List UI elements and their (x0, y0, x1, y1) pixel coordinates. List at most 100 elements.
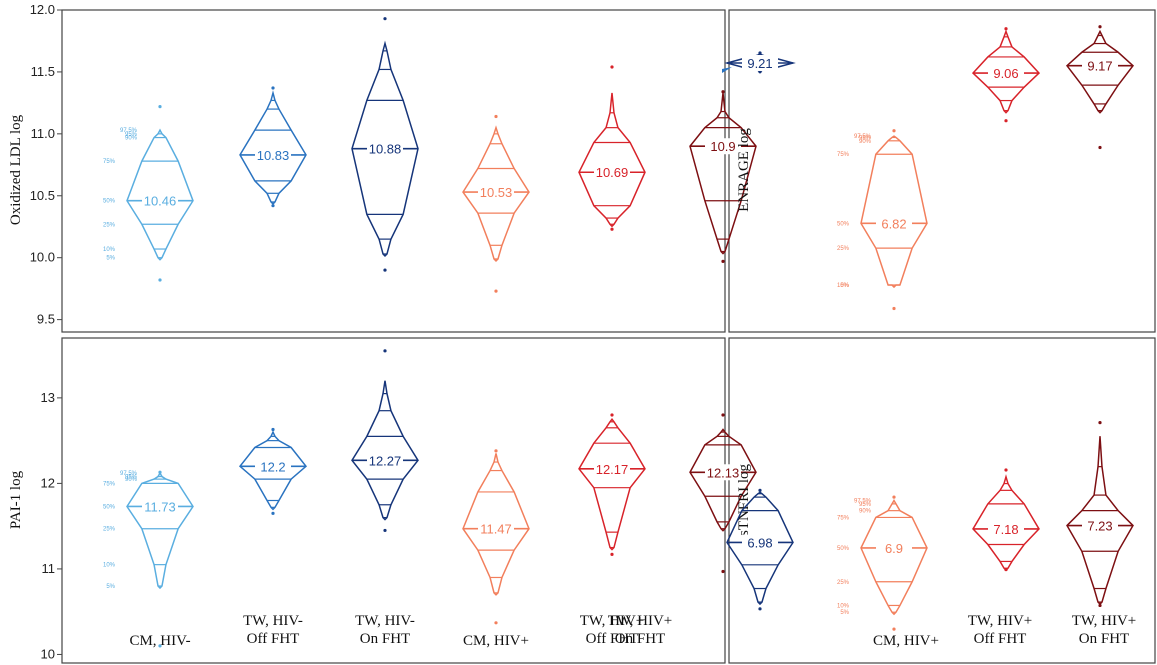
quantile-diamond: 6.9 97.5%95%90% 75% 50% 25% 10%5% (837, 495, 928, 631)
quantile-diamond: 7.23 (1066, 421, 1134, 608)
diamond-outline (726, 491, 794, 606)
quantile-diamond: 12.2 (238, 427, 308, 515)
max-point (158, 105, 162, 109)
quantile-diamond: 9.17 (1065, 25, 1135, 150)
max-point (1004, 468, 1008, 472)
diamond-outline (971, 29, 1041, 114)
quantile-diamond: 12.17 (578, 413, 646, 556)
panel-frame-enrage (728, 9, 1156, 333)
max-point (271, 86, 275, 90)
median-label-bg (1082, 517, 1118, 534)
diamond-outline (351, 40, 419, 258)
median-label-bg (142, 192, 178, 209)
percentile-label: 10% (837, 283, 850, 289)
category-label: TW, HIV+ (968, 613, 1033, 629)
min-point (892, 627, 896, 631)
percentile-label: 75% (103, 159, 116, 165)
median-label-bg (742, 54, 778, 71)
percentile-label: 25% (103, 527, 116, 533)
median-label: 12.2 (260, 459, 285, 474)
median-label-bg (367, 452, 403, 469)
category-label: Off FHT (974, 631, 1027, 647)
median-label: 6.9 (885, 541, 903, 556)
diamond-outline (351, 380, 419, 521)
min-point (271, 204, 275, 208)
quantile-diamond: 9.21 (724, 51, 796, 74)
median-label: 10.83 (257, 148, 290, 163)
min-point (758, 607, 762, 611)
median-label: 9.17 (1087, 59, 1112, 74)
y-tick-label: 10.0 (30, 250, 55, 265)
median-label-bg (705, 138, 741, 155)
max-point (494, 449, 498, 453)
percentile-label: 97.5% (854, 499, 872, 505)
median-label-bg (1082, 57, 1118, 74)
median-label-bg (255, 146, 291, 163)
median-label-bg (988, 520, 1024, 537)
max-point (271, 427, 275, 432)
percentile-label: 25% (837, 246, 850, 252)
diamond-outline (462, 125, 530, 262)
panel-enrage: ENRAGE log 9.21 6.82 97.5%95%90% 75% 50% 25% 10… (722, 25, 1135, 311)
max-point (610, 413, 614, 417)
y-axis-label: PAI-1 log (8, 470, 24, 529)
diamond-outline (1065, 29, 1135, 114)
min-point (1004, 567, 1008, 572)
min-point (383, 268, 387, 272)
median-label: 6.98 (747, 535, 772, 550)
y-tick-label: 11.5 (31, 64, 55, 79)
min-point (1098, 603, 1102, 608)
percentile-label: 5% (840, 610, 849, 616)
y-tick-label: 12.0 (30, 2, 55, 17)
panel-pai1: 10 11 12 13 PAI-1 log 11.73 97.5%95%90% 75% 50% 2… (8, 349, 757, 661)
percentile-label: 75% (837, 152, 850, 158)
median-label-bg (367, 140, 403, 157)
median-label-bg (742, 534, 778, 551)
quantile-diamond: 10.53 (462, 114, 530, 293)
percentile-label: 75% (103, 481, 116, 487)
max-point (1004, 27, 1008, 31)
median-label: 6.82 (881, 216, 906, 231)
median-label-bg (142, 498, 178, 515)
percentile-label: 5% (106, 584, 115, 590)
percentile-label: 50% (837, 221, 850, 227)
median-label: 12.27 (369, 453, 402, 468)
min-point (721, 259, 725, 264)
quantile-diamond: 10.69 (578, 65, 646, 231)
diamond-outline (462, 453, 530, 596)
percentile-label: 5% (106, 256, 115, 262)
quantile-diamond: 11.73 97.5%95%90% 75% 50% 25% 10% 5% (103, 470, 194, 648)
category-label: On FHT (615, 631, 665, 647)
median-label: 12.13 (707, 465, 740, 480)
y-tick-label: 9.5 (37, 312, 55, 327)
percentile-label: 10% (103, 563, 116, 569)
min-point (494, 621, 498, 625)
max-point (494, 114, 498, 119)
panel-frame-oxldl (61, 9, 726, 333)
min-point (1004, 119, 1008, 123)
max-point (892, 129, 896, 133)
y-tick-label: 10 (41, 646, 55, 661)
diamond-outline (239, 90, 307, 206)
max-point (721, 90, 725, 94)
max-point (1098, 25, 1102, 29)
y-tick-label: 10.5 (30, 188, 55, 203)
median-label-bg (594, 164, 630, 181)
percentile-label: 50% (103, 504, 116, 510)
percentile-label: 97.5% (854, 134, 872, 140)
max-point (892, 495, 896, 499)
median-label: 10.9 (710, 139, 735, 154)
diamond-outline (578, 418, 646, 551)
category-label: On FHT (1079, 631, 1129, 647)
y-tick-label: 11.0 (31, 126, 55, 141)
quantile-diamond: 9.06 (971, 27, 1041, 123)
min-point (494, 289, 498, 293)
category-label: CM, HIV+ (463, 633, 529, 649)
percentile-label: 95% (125, 132, 138, 138)
y-axis-label: ENRAGE log (736, 128, 752, 212)
diamond-outline (689, 428, 757, 532)
median-label: 11.73 (144, 499, 176, 514)
percentile-label: 90% (859, 509, 872, 515)
percentile-label: 10% (837, 603, 850, 609)
